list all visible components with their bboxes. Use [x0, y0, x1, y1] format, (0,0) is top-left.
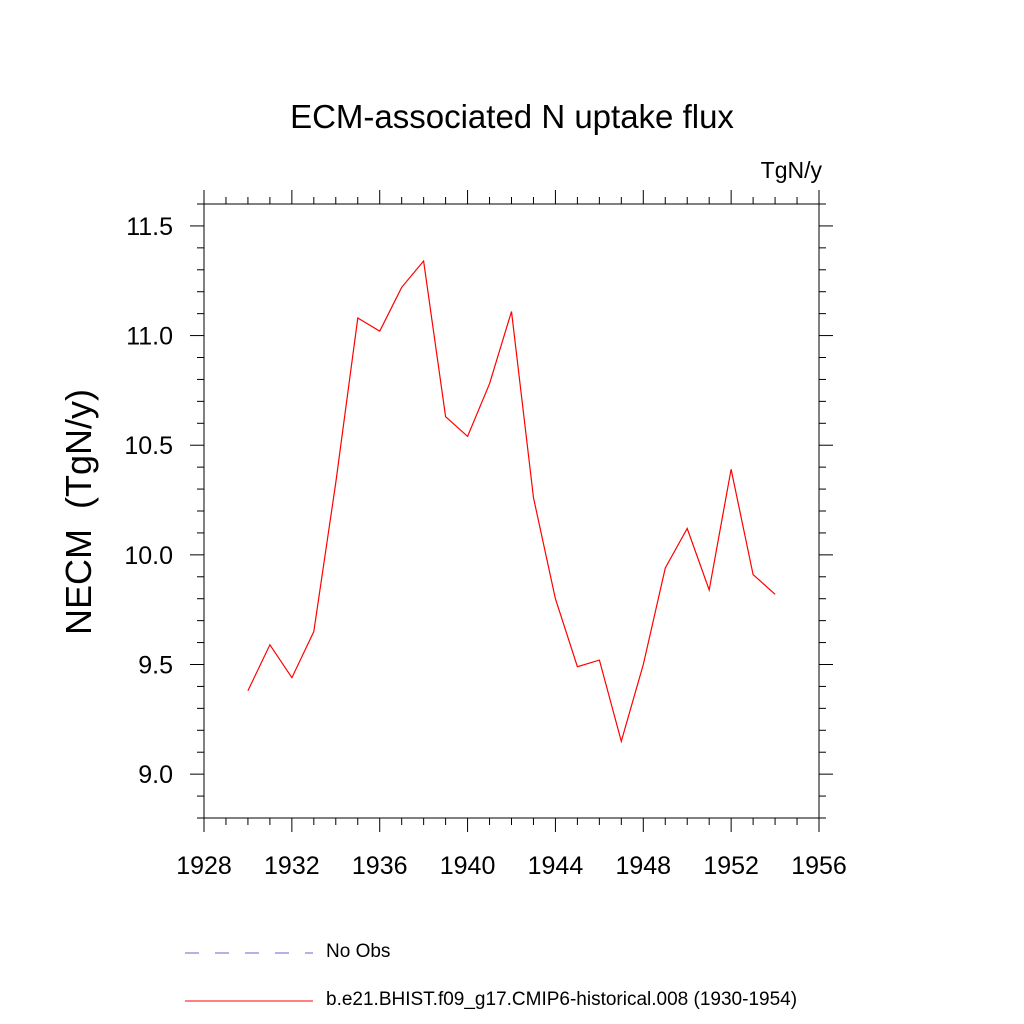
legend-label-no-obs: No Obs [326, 941, 391, 962]
units-label: TgN/y [760, 157, 822, 183]
x-tick-label: 1936 [352, 852, 408, 880]
y-tick-label: 10.5 [124, 432, 173, 460]
x-tick-label: 1948 [615, 852, 671, 880]
x-tick-label: 1940 [440, 852, 496, 880]
y-tick-labels: 9.0 9.5 10.0 10.5 11.0 11.5 [124, 213, 173, 789]
legend [185, 952, 313, 1002]
legend-label-model-run: b.e21.BHIST.f09_g17.CMIP6-historical.008… [326, 989, 798, 1010]
series-line [247, 259, 776, 744]
y-tick-label: 9.0 [138, 761, 173, 789]
x-tick-label: 1944 [528, 852, 584, 880]
plot-frame [203, 203, 820, 819]
x-tick-labels: 1928 1932 1936 1940 1944 1948 1952 1956 [176, 852, 847, 880]
x-tick-label: 1932 [264, 852, 320, 880]
series-lines [247, 259, 776, 744]
y-tick-label: 10.0 [124, 542, 173, 570]
chart-title: ECM-associated N uptake flux [290, 98, 734, 135]
x-tick-label: 1956 [791, 852, 847, 880]
y-tick-label: 9.5 [138, 652, 173, 680]
y-tick-label: 11.0 [126, 323, 173, 351]
x-tick-label: 1928 [176, 852, 232, 880]
y-tick-label: 11.5 [126, 213, 173, 241]
x-tick-label: 1952 [703, 852, 759, 880]
axis-ticks [190, 190, 833, 832]
